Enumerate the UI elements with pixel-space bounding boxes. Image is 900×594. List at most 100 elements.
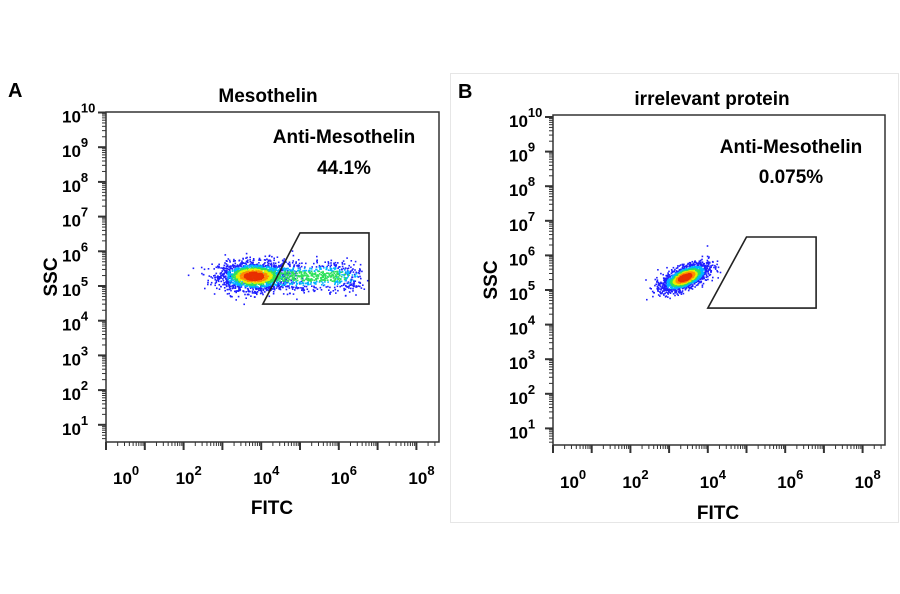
event-dot — [346, 282, 349, 285]
event-dot — [675, 290, 678, 292]
event-dot — [275, 269, 277, 271]
event-dot — [229, 271, 231, 274]
event-dot — [258, 257, 261, 260]
event-dot — [716, 270, 718, 272]
event-dot — [690, 282, 692, 284]
event-dot — [350, 266, 352, 269]
event-dot — [683, 266, 685, 269]
event-dot — [226, 268, 229, 270]
event-dot — [346, 272, 349, 274]
event-dot — [223, 273, 225, 276]
y-tick-label: 109 — [62, 135, 88, 161]
event-dot — [276, 281, 279, 284]
event-dot — [232, 275, 234, 278]
event-dot — [275, 280, 278, 283]
event-dot — [254, 292, 257, 294]
event-dot — [302, 270, 304, 272]
event-dot — [249, 260, 252, 263]
event-dot — [667, 276, 670, 279]
event-dot — [660, 287, 663, 289]
event-dot — [675, 291, 678, 294]
event-dot — [302, 279, 304, 281]
event-dot — [217, 280, 220, 283]
event-dot — [350, 287, 352, 290]
event-dot — [262, 283, 265, 286]
event-dot — [677, 281, 680, 283]
event-dot — [289, 271, 291, 273]
gate-polygon[interactable] — [261, 232, 370, 305]
event-dot — [261, 280, 264, 282]
event-dot — [245, 297, 247, 299]
event-dot — [227, 278, 230, 281]
event-dot — [280, 285, 283, 288]
event-dot — [705, 274, 708, 277]
event-dot — [237, 269, 240, 271]
event-dot — [657, 290, 659, 292]
event-dot — [262, 288, 265, 290]
event-dot — [343, 282, 346, 285]
event-dot — [679, 270, 681, 273]
event-dot — [187, 274, 190, 277]
event-dot — [708, 274, 711, 277]
event-dot — [236, 290, 239, 292]
event-dot — [277, 261, 280, 264]
event-dot — [238, 283, 241, 285]
event-dot — [230, 279, 232, 282]
event-dot — [698, 281, 701, 283]
event-dot — [703, 277, 705, 280]
event-dot — [698, 267, 700, 269]
event-dot — [689, 270, 692, 272]
gate-polygon[interactable] — [706, 236, 817, 309]
event-dot — [320, 268, 322, 270]
event-dot — [352, 284, 354, 287]
event-dot — [717, 266, 720, 269]
event-dot — [357, 272, 360, 274]
event-dot — [670, 279, 672, 281]
event-dot — [334, 288, 337, 291]
event-dot — [669, 292, 672, 294]
event-dot — [223, 283, 226, 286]
event-dot — [352, 282, 355, 285]
event-dot — [244, 267, 247, 269]
event-dot — [281, 269, 284, 272]
event-dot — [270, 260, 272, 262]
event-dot — [259, 272, 262, 275]
event-dot — [315, 266, 318, 268]
event-dot — [685, 287, 687, 290]
event-dot — [344, 288, 347, 291]
event-dot — [290, 270, 292, 272]
event-dot — [334, 266, 337, 269]
event-dot — [280, 272, 282, 275]
event-dot — [269, 263, 272, 266]
event-dot — [279, 280, 281, 282]
event-dot — [676, 267, 679, 269]
event-dot — [273, 275, 276, 278]
event-dot — [255, 285, 258, 287]
event-dot — [294, 275, 296, 277]
event-dot — [657, 289, 659, 291]
event-dot — [305, 269, 307, 272]
event-dot — [229, 280, 231, 283]
event-dot — [272, 267, 275, 270]
y-tick-label: 105 — [509, 278, 535, 304]
event-dot — [236, 279, 238, 281]
event-dot — [683, 285, 686, 288]
event-dot — [284, 271, 286, 273]
event-dot — [236, 276, 238, 279]
event-dot — [270, 265, 273, 267]
event-dot — [712, 261, 714, 263]
event-dot — [688, 277, 690, 280]
event-dot — [284, 283, 287, 285]
event-dot — [262, 289, 265, 292]
event-dot — [656, 285, 659, 288]
event-dot — [659, 282, 661, 285]
event-dot — [311, 266, 313, 268]
y-tick-label: 102 — [509, 382, 535, 408]
event-dot — [295, 281, 297, 283]
event-dot — [682, 268, 685, 270]
event-dot — [336, 285, 339, 288]
event-dot — [341, 274, 343, 276]
event-dot — [305, 272, 308, 275]
event-dot — [228, 284, 231, 287]
event-dot — [354, 276, 356, 278]
